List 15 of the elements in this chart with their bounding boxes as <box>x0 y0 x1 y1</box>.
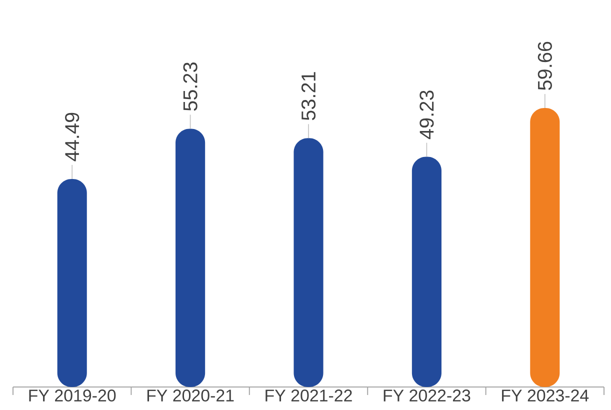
bar <box>530 108 560 387</box>
data-label: 55.23 <box>183 62 198 111</box>
data-label: 53.21 <box>301 72 316 120</box>
data-label: 44.49 <box>65 112 80 162</box>
x-tick-label: FY 2021-22 <box>266 390 352 402</box>
data-label: 49.23 <box>420 90 434 140</box>
x-tick-label: FY 2023-24 <box>502 390 589 402</box>
bar <box>57 178 87 387</box>
x-tick-label: FY 2022-23 <box>384 390 470 402</box>
data-label: 59.66 <box>538 42 552 90</box>
bar <box>294 138 324 387</box>
bar <box>412 156 442 387</box>
x-tick-label: FY 2019-20 <box>29 390 116 402</box>
bar <box>176 128 206 387</box>
x-tick-label: FY 2020-21 <box>147 390 234 402</box>
